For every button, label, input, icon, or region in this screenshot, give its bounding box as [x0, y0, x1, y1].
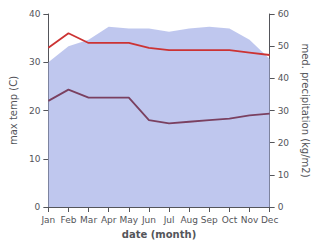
- svg-text:40: 40: [29, 9, 41, 19]
- svg-text:0: 0: [278, 202, 284, 212]
- svg-text:Jul: Jul: [163, 215, 175, 225]
- svg-text:date (month): date (month): [122, 229, 196, 240]
- svg-text:Mar: Mar: [80, 215, 97, 225]
- svg-text:max temp (C): max temp (C): [8, 76, 19, 145]
- svg-text:10: 10: [29, 154, 41, 164]
- svg-text:40: 40: [278, 73, 290, 83]
- svg-text:Apr: Apr: [101, 215, 117, 225]
- svg-text:50: 50: [278, 41, 290, 51]
- svg-text:Aug: Aug: [180, 215, 198, 225]
- svg-text:med. precipitation (kg/m2): med. precipitation (kg/m2): [300, 43, 311, 177]
- svg-text:Sep: Sep: [201, 215, 218, 225]
- svg-text:Oct: Oct: [222, 215, 238, 225]
- svg-text:30: 30: [278, 106, 290, 116]
- svg-text:30: 30: [29, 57, 41, 67]
- svg-text:Nov: Nov: [241, 215, 259, 225]
- svg-text:Dec: Dec: [261, 215, 278, 225]
- svg-text:20: 20: [29, 106, 41, 116]
- svg-text:20: 20: [278, 138, 290, 148]
- svg-text:Jun: Jun: [141, 215, 156, 225]
- svg-text:Feb: Feb: [61, 215, 77, 225]
- svg-text:10: 10: [278, 170, 290, 180]
- svg-text:May: May: [120, 215, 139, 225]
- svg-text:Jan: Jan: [40, 215, 55, 225]
- svg-text:60: 60: [278, 9, 290, 19]
- svg-text:0: 0: [35, 202, 41, 212]
